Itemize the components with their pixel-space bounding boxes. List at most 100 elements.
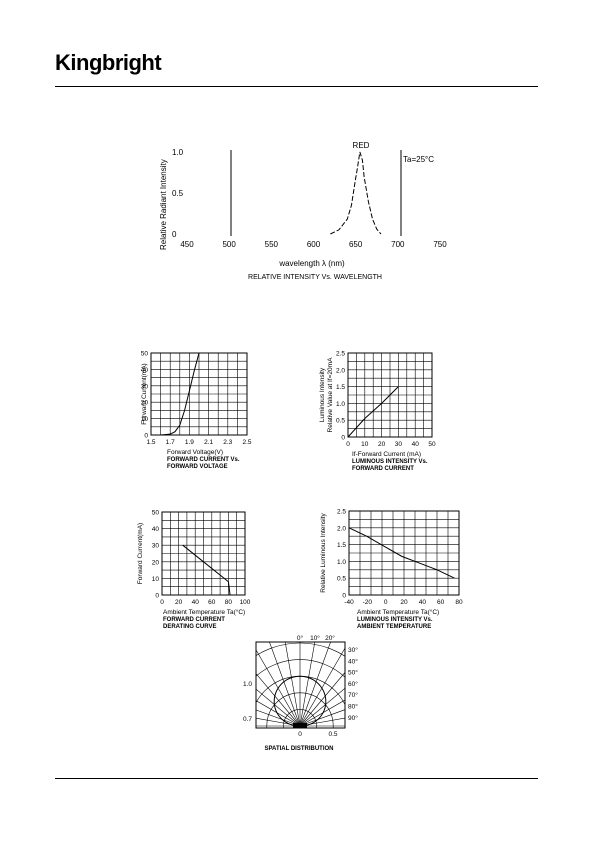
y-axis-label: Luminous Intensity xyxy=(319,367,326,422)
polar-spoke xyxy=(299,642,316,727)
y-tick-label: 40 xyxy=(141,367,149,374)
y-tick-label: 50 xyxy=(141,351,149,358)
chart-title: RELATIVE INTENSITY Vs. WAVELENGTH xyxy=(248,274,382,281)
polar-spoke xyxy=(256,649,301,727)
x-axis-label: Ambient Temperature Ta(°C) xyxy=(357,608,439,616)
polar-angle-label: 40° xyxy=(348,657,358,665)
x-tick-label: 650 xyxy=(349,240,363,249)
x-axis-label: If-Forward Current (mA) xyxy=(352,451,421,458)
y-tick-label: 0.5 xyxy=(172,189,184,198)
chart-title-2: DERATING CURVE xyxy=(163,624,216,630)
polar-left-label: 1.0 xyxy=(243,681,252,688)
y-axis-label: Forward Current(mA) xyxy=(141,363,148,424)
brand-logo: Kingbright xyxy=(55,50,162,75)
x-tick-label: 2.5 xyxy=(242,439,251,446)
y-tick-label: 0 xyxy=(342,593,346,600)
x-tick-label: 80 xyxy=(225,599,233,606)
x-tick-label: 10 xyxy=(361,441,369,448)
x-tick-label: 600 xyxy=(307,240,321,249)
y-tick-label: 2.5 xyxy=(336,351,345,358)
y-tick-label: 2.0 xyxy=(337,525,346,532)
x-tick-label: 30 xyxy=(395,441,403,448)
chart-title-2: FORWARD VOLTAGE xyxy=(167,464,228,470)
x-tick-label: 0 xyxy=(346,441,350,448)
polar-spoke xyxy=(284,642,301,727)
polar-angle-label: 70° xyxy=(348,691,358,699)
x-tick-label: -40 xyxy=(344,599,354,606)
polar-top-label: 0° xyxy=(297,634,304,642)
x-tick-label: 0 xyxy=(384,599,388,606)
x-axis-label: Ambient Temperature Ta(°C) xyxy=(163,608,245,616)
y-tick-label: 50 xyxy=(152,510,160,517)
polar-spoke xyxy=(299,699,345,727)
polar-top-label: 10° xyxy=(310,634,320,642)
series-line xyxy=(182,544,231,596)
chart-title: LUMINOUS INTENSITY Vs. xyxy=(352,459,428,465)
x-tick-label: 50 xyxy=(428,441,436,448)
x-tick-label: 60 xyxy=(208,599,216,606)
x-tick-label: 40 xyxy=(419,599,427,606)
y-tick-label: 0 xyxy=(144,433,148,440)
y-axis-label: Relative Luminous Intensity xyxy=(320,513,327,593)
polar-spoke xyxy=(299,717,345,727)
chart-title: SPATIAL DISTRIBUTION xyxy=(265,746,334,752)
y-tick-label: 30 xyxy=(152,543,160,550)
x-tick-label: 750 xyxy=(433,240,447,249)
x-tick-label: 100 xyxy=(240,599,251,606)
temperature-annotation: Ta=25°C xyxy=(403,155,434,164)
polar-lobe xyxy=(273,675,327,727)
x-tick-label: 40 xyxy=(412,441,420,448)
x-tick-label: 20 xyxy=(378,441,386,448)
polar-spoke xyxy=(256,717,301,727)
y-tick-label: 10 xyxy=(141,416,149,423)
chart-title: FORWARD CURRENT Vs. xyxy=(167,457,240,463)
chart-title-2: FORWARD CURRENT xyxy=(352,466,414,472)
y-tick-label: 1.0 xyxy=(172,148,184,157)
polar-spoke xyxy=(299,647,345,727)
x-tick-label: 80 xyxy=(455,599,463,606)
polar-spoke xyxy=(256,673,301,727)
x-tick-label: 1.7 xyxy=(166,439,175,446)
x-tick-label: 1.9 xyxy=(185,439,194,446)
polar-spoke xyxy=(299,642,331,727)
x-tick-label: 0 xyxy=(160,599,164,606)
polar-spoke xyxy=(299,671,345,727)
y-tick-label: 0.5 xyxy=(337,576,346,583)
x-tick-label: 20 xyxy=(175,599,183,606)
polar-angle-label: 30° xyxy=(348,646,358,654)
y-tick-label: 0.5 xyxy=(336,418,345,425)
x-tick-label: 550 xyxy=(265,240,279,249)
x-tick-label: 450 xyxy=(180,240,194,249)
y-tick-label: 0 xyxy=(341,435,345,442)
polar-bottom-label: 0 xyxy=(298,731,302,738)
x-tick-label: 500 xyxy=(222,240,236,249)
y-tick-label: 0 xyxy=(155,593,159,600)
polar-spoke xyxy=(269,642,301,727)
x-tick-label: 2.3 xyxy=(223,439,232,446)
chart-title-2: AMBIENT TEMPERATURE xyxy=(357,624,431,630)
y-tick-label: 2.5 xyxy=(337,509,346,516)
y-tick-label: 1.0 xyxy=(336,401,345,408)
y-tick-label: 1.0 xyxy=(337,559,346,566)
y-tick-label: 30 xyxy=(141,383,149,390)
x-tick-label: 60 xyxy=(437,599,445,606)
y-tick-label: 0 xyxy=(172,230,177,239)
series-line xyxy=(160,352,200,436)
y-axis-label: Forward Current(mA) xyxy=(137,523,144,584)
x-tick-label: 40 xyxy=(192,599,200,606)
y-tick-label: 1.5 xyxy=(337,542,346,549)
chart-title: LUMINOUS INTENSITY Vs. xyxy=(357,617,433,623)
x-axis-label: wavelength λ (nm) xyxy=(278,259,345,268)
polar-left-label: 0.7 xyxy=(243,716,252,723)
y-tick-label: 20 xyxy=(141,400,149,407)
x-axis-label: Forward Voltage(V) xyxy=(167,449,223,456)
series-line xyxy=(348,527,455,579)
series-label: RED xyxy=(353,141,370,150)
series-line xyxy=(347,386,399,438)
polar-angle-label: 50° xyxy=(348,669,358,677)
y-axis-label: Relative Radiant Intensity xyxy=(159,159,168,250)
y-tick-label: 2.0 xyxy=(336,367,345,374)
y-tick-label: 20 xyxy=(152,559,160,566)
chart-title: FORWARD CURRENT xyxy=(163,617,225,623)
